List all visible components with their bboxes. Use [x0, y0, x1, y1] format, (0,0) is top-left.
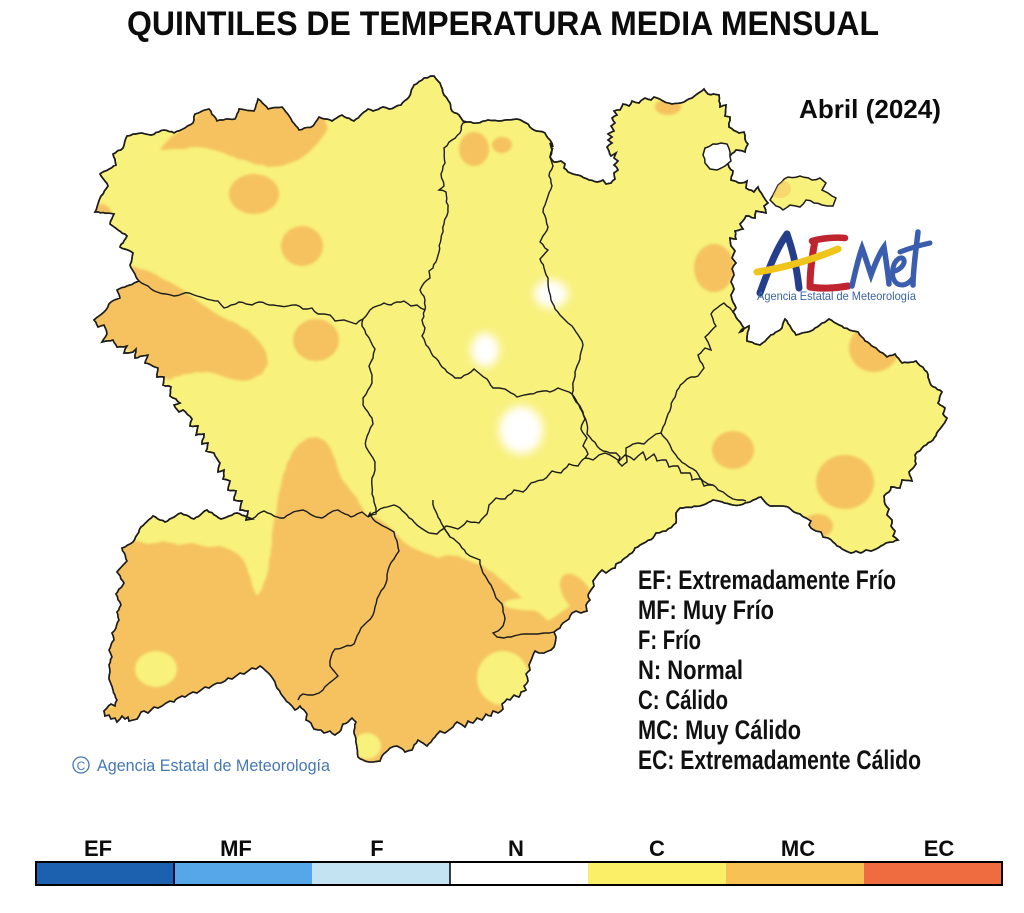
svg-text:N: Normal: N: Normal [638, 655, 743, 685]
svg-text:EC: EC [924, 836, 955, 861]
svg-text:Abril (2024): Abril (2024) [799, 94, 941, 124]
svg-text:C: Cálido: C: Cálido [638, 685, 728, 715]
svg-text:EC: Extremadamente Cálido: EC: Extremadamente Cálido [638, 745, 921, 775]
svg-text:MC: MC [781, 836, 815, 861]
svg-text:MC: Muy Cálido: MC: Muy Cálido [638, 715, 801, 745]
svg-text:F: Frío: F: Frío [638, 625, 701, 655]
svg-text:MF: MF [220, 836, 252, 861]
svg-text:C: C [77, 759, 86, 773]
svg-text:F: F [370, 836, 383, 861]
svg-text:EF: EF [84, 836, 112, 861]
svg-text:C: C [649, 836, 665, 861]
svg-text:QUINTILES DE TEMPERATURA MEDIA: QUINTILES DE TEMPERATURA MEDIA MENSUAL [127, 5, 879, 43]
svg-text:EF: Extremadamente Frío: EF: Extremadamente Frío [638, 565, 896, 595]
svg-text:N: N [508, 836, 524, 861]
svg-text:Agencia Estatal de Meteorologí: Agencia Estatal de Meteorología [97, 756, 331, 775]
svg-text:MF: Muy Frío: MF: Muy Frío [638, 595, 774, 625]
svg-text:Agencia Estatal de Meteorologí: Agencia Estatal de Meteorología [757, 289, 916, 303]
